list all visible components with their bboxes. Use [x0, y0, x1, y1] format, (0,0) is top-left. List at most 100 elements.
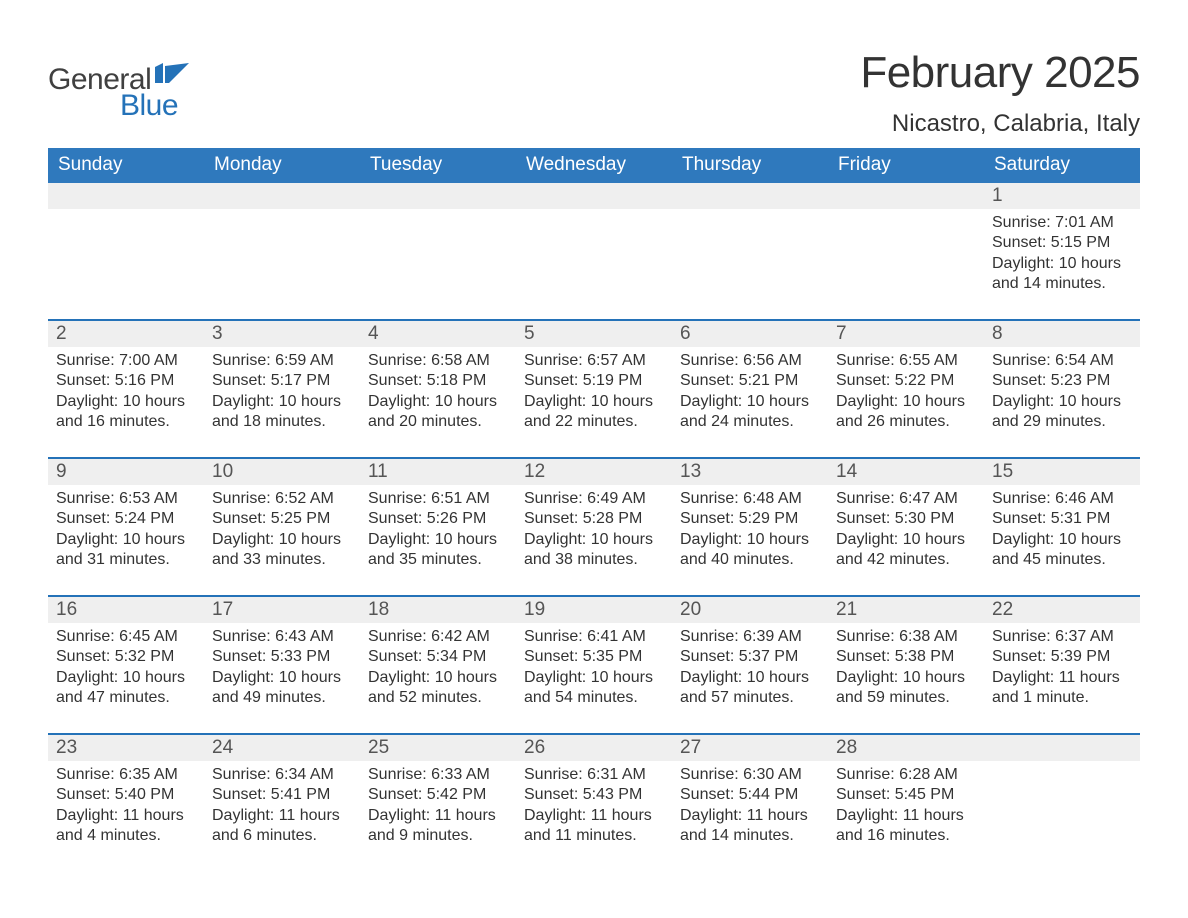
sunset-text: Sunset: 5:17 PM — [212, 371, 352, 391]
day-number — [48, 183, 204, 209]
day-details: Sunrise: 6:55 AMSunset: 5:22 PMDaylight:… — [828, 347, 984, 437]
day-number: 14 — [828, 459, 984, 485]
day-details: Sunrise: 6:43 AMSunset: 5:33 PMDaylight:… — [204, 623, 360, 713]
sunrise-text: Sunrise: 6:55 AM — [836, 351, 976, 371]
sunrise-text: Sunrise: 6:46 AM — [992, 489, 1132, 509]
calendar-day-cell — [984, 735, 1140, 855]
day-number: 26 — [516, 735, 672, 761]
daylight-text: Daylight: 11 hours and 1 minute. — [992, 668, 1132, 709]
daylight-text: Daylight: 10 hours and 54 minutes. — [524, 668, 664, 709]
daylight-text: Daylight: 11 hours and 9 minutes. — [368, 806, 508, 847]
day-number — [204, 183, 360, 209]
daylight-text: Daylight: 10 hours and 22 minutes. — [524, 392, 664, 433]
day-number — [984, 735, 1140, 761]
day-number: 10 — [204, 459, 360, 485]
sunset-text: Sunset: 5:24 PM — [56, 509, 196, 529]
month-title: February 2025 — [860, 48, 1140, 98]
weekday-header: Sunday — [48, 148, 204, 183]
calendar-day-cell: 24Sunrise: 6:34 AMSunset: 5:41 PMDayligh… — [204, 735, 360, 855]
sunrise-text: Sunrise: 6:38 AM — [836, 627, 976, 647]
weekday-header: Wednesday — [516, 148, 672, 183]
calendar-day-cell: 16Sunrise: 6:45 AMSunset: 5:32 PMDayligh… — [48, 597, 204, 717]
sunrise-text: Sunrise: 7:00 AM — [56, 351, 196, 371]
calendar-day-cell: 3Sunrise: 6:59 AMSunset: 5:17 PMDaylight… — [204, 321, 360, 441]
calendar-day-cell: 11Sunrise: 6:51 AMSunset: 5:26 PMDayligh… — [360, 459, 516, 579]
sunset-text: Sunset: 5:25 PM — [212, 509, 352, 529]
sunrise-text: Sunrise: 6:54 AM — [992, 351, 1132, 371]
day-number: 2 — [48, 321, 204, 347]
day-number: 1 — [984, 183, 1140, 209]
weekday-header: Tuesday — [360, 148, 516, 183]
calendar-day-cell — [828, 183, 984, 303]
daylight-text: Daylight: 10 hours and 24 minutes. — [680, 392, 820, 433]
day-details: Sunrise: 6:49 AMSunset: 5:28 PMDaylight:… — [516, 485, 672, 575]
weekday-header: Thursday — [672, 148, 828, 183]
sunrise-text: Sunrise: 6:30 AM — [680, 765, 820, 785]
calendar-day-cell: 13Sunrise: 6:48 AMSunset: 5:29 PMDayligh… — [672, 459, 828, 579]
day-number — [672, 183, 828, 209]
daylight-text: Daylight: 10 hours and 49 minutes. — [212, 668, 352, 709]
logo-text-blue: Blue — [120, 90, 189, 122]
sunrise-text: Sunrise: 6:51 AM — [368, 489, 508, 509]
daylight-text: Daylight: 10 hours and 42 minutes. — [836, 530, 976, 571]
sunrise-text: Sunrise: 6:35 AM — [56, 765, 196, 785]
calendar-day-cell — [360, 183, 516, 303]
daylight-text: Daylight: 10 hours and 18 minutes. — [212, 392, 352, 433]
sunrise-text: Sunrise: 6:59 AM — [212, 351, 352, 371]
daylight-text: Daylight: 10 hours and 33 minutes. — [212, 530, 352, 571]
day-number: 23 — [48, 735, 204, 761]
daylight-text: Daylight: 10 hours and 14 minutes. — [992, 254, 1132, 295]
sunset-text: Sunset: 5:21 PM — [680, 371, 820, 391]
sunrise-text: Sunrise: 6:57 AM — [524, 351, 664, 371]
location-subtitle: Nicastro, Calabria, Italy — [860, 110, 1140, 138]
weekday-header: Saturday — [984, 148, 1140, 183]
calendar-week-row: 23Sunrise: 6:35 AMSunset: 5:40 PMDayligh… — [48, 733, 1140, 855]
calendar-grid: Sunday Monday Tuesday Wednesday Thursday… — [48, 148, 1140, 855]
day-details: Sunrise: 6:54 AMSunset: 5:23 PMDaylight:… — [984, 347, 1140, 437]
day-number: 6 — [672, 321, 828, 347]
daylight-text: Daylight: 10 hours and 20 minutes. — [368, 392, 508, 433]
daylight-text: Daylight: 10 hours and 26 minutes. — [836, 392, 976, 433]
calendar-day-cell — [48, 183, 204, 303]
day-details: Sunrise: 6:38 AMSunset: 5:38 PMDaylight:… — [828, 623, 984, 713]
calendar-page: General Blue February 2025 Nicastro, Cal… — [0, 0, 1188, 895]
day-details: Sunrise: 6:34 AMSunset: 5:41 PMDaylight:… — [204, 761, 360, 851]
sunrise-text: Sunrise: 7:01 AM — [992, 213, 1132, 233]
title-block: February 2025 Nicastro, Calabria, Italy — [860, 30, 1140, 138]
calendar-day-cell: 10Sunrise: 6:52 AMSunset: 5:25 PMDayligh… — [204, 459, 360, 579]
day-number: 8 — [984, 321, 1140, 347]
sunrise-text: Sunrise: 6:49 AM — [524, 489, 664, 509]
sunrise-text: Sunrise: 6:47 AM — [836, 489, 976, 509]
sunrise-text: Sunrise: 6:34 AM — [212, 765, 352, 785]
sunset-text: Sunset: 5:45 PM — [836, 785, 976, 805]
weekday-header: Friday — [828, 148, 984, 183]
sunset-text: Sunset: 5:43 PM — [524, 785, 664, 805]
calendar-day-cell — [516, 183, 672, 303]
day-details: Sunrise: 6:31 AMSunset: 5:43 PMDaylight:… — [516, 761, 672, 851]
calendar-day-cell: 5Sunrise: 6:57 AMSunset: 5:19 PMDaylight… — [516, 321, 672, 441]
sunset-text: Sunset: 5:42 PM — [368, 785, 508, 805]
calendar-day-cell — [672, 183, 828, 303]
sunrise-text: Sunrise: 6:28 AM — [836, 765, 976, 785]
day-details: Sunrise: 6:51 AMSunset: 5:26 PMDaylight:… — [360, 485, 516, 575]
calendar-day-cell: 19Sunrise: 6:41 AMSunset: 5:35 PMDayligh… — [516, 597, 672, 717]
day-details: Sunrise: 6:59 AMSunset: 5:17 PMDaylight:… — [204, 347, 360, 437]
sunset-text: Sunset: 5:22 PM — [836, 371, 976, 391]
sunrise-text: Sunrise: 6:58 AM — [368, 351, 508, 371]
sunset-text: Sunset: 5:37 PM — [680, 647, 820, 667]
calendar-day-cell: 26Sunrise: 6:31 AMSunset: 5:43 PMDayligh… — [516, 735, 672, 855]
sunset-text: Sunset: 5:15 PM — [992, 233, 1132, 253]
day-number: 19 — [516, 597, 672, 623]
daylight-text: Daylight: 10 hours and 35 minutes. — [368, 530, 508, 571]
daylight-text: Daylight: 11 hours and 4 minutes. — [56, 806, 196, 847]
calendar-day-cell: 4Sunrise: 6:58 AMSunset: 5:18 PMDaylight… — [360, 321, 516, 441]
day-details: Sunrise: 6:35 AMSunset: 5:40 PMDaylight:… — [48, 761, 204, 851]
weekday-header-row: Sunday Monday Tuesday Wednesday Thursday… — [48, 148, 1140, 183]
daylight-text: Daylight: 10 hours and 59 minutes. — [836, 668, 976, 709]
sunset-text: Sunset: 5:16 PM — [56, 371, 196, 391]
sunrise-text: Sunrise: 6:56 AM — [680, 351, 820, 371]
calendar-day-cell: 21Sunrise: 6:38 AMSunset: 5:38 PMDayligh… — [828, 597, 984, 717]
weekday-header: Monday — [204, 148, 360, 183]
calendar-day-cell: 9Sunrise: 6:53 AMSunset: 5:24 PMDaylight… — [48, 459, 204, 579]
sunrise-text: Sunrise: 6:43 AM — [212, 627, 352, 647]
